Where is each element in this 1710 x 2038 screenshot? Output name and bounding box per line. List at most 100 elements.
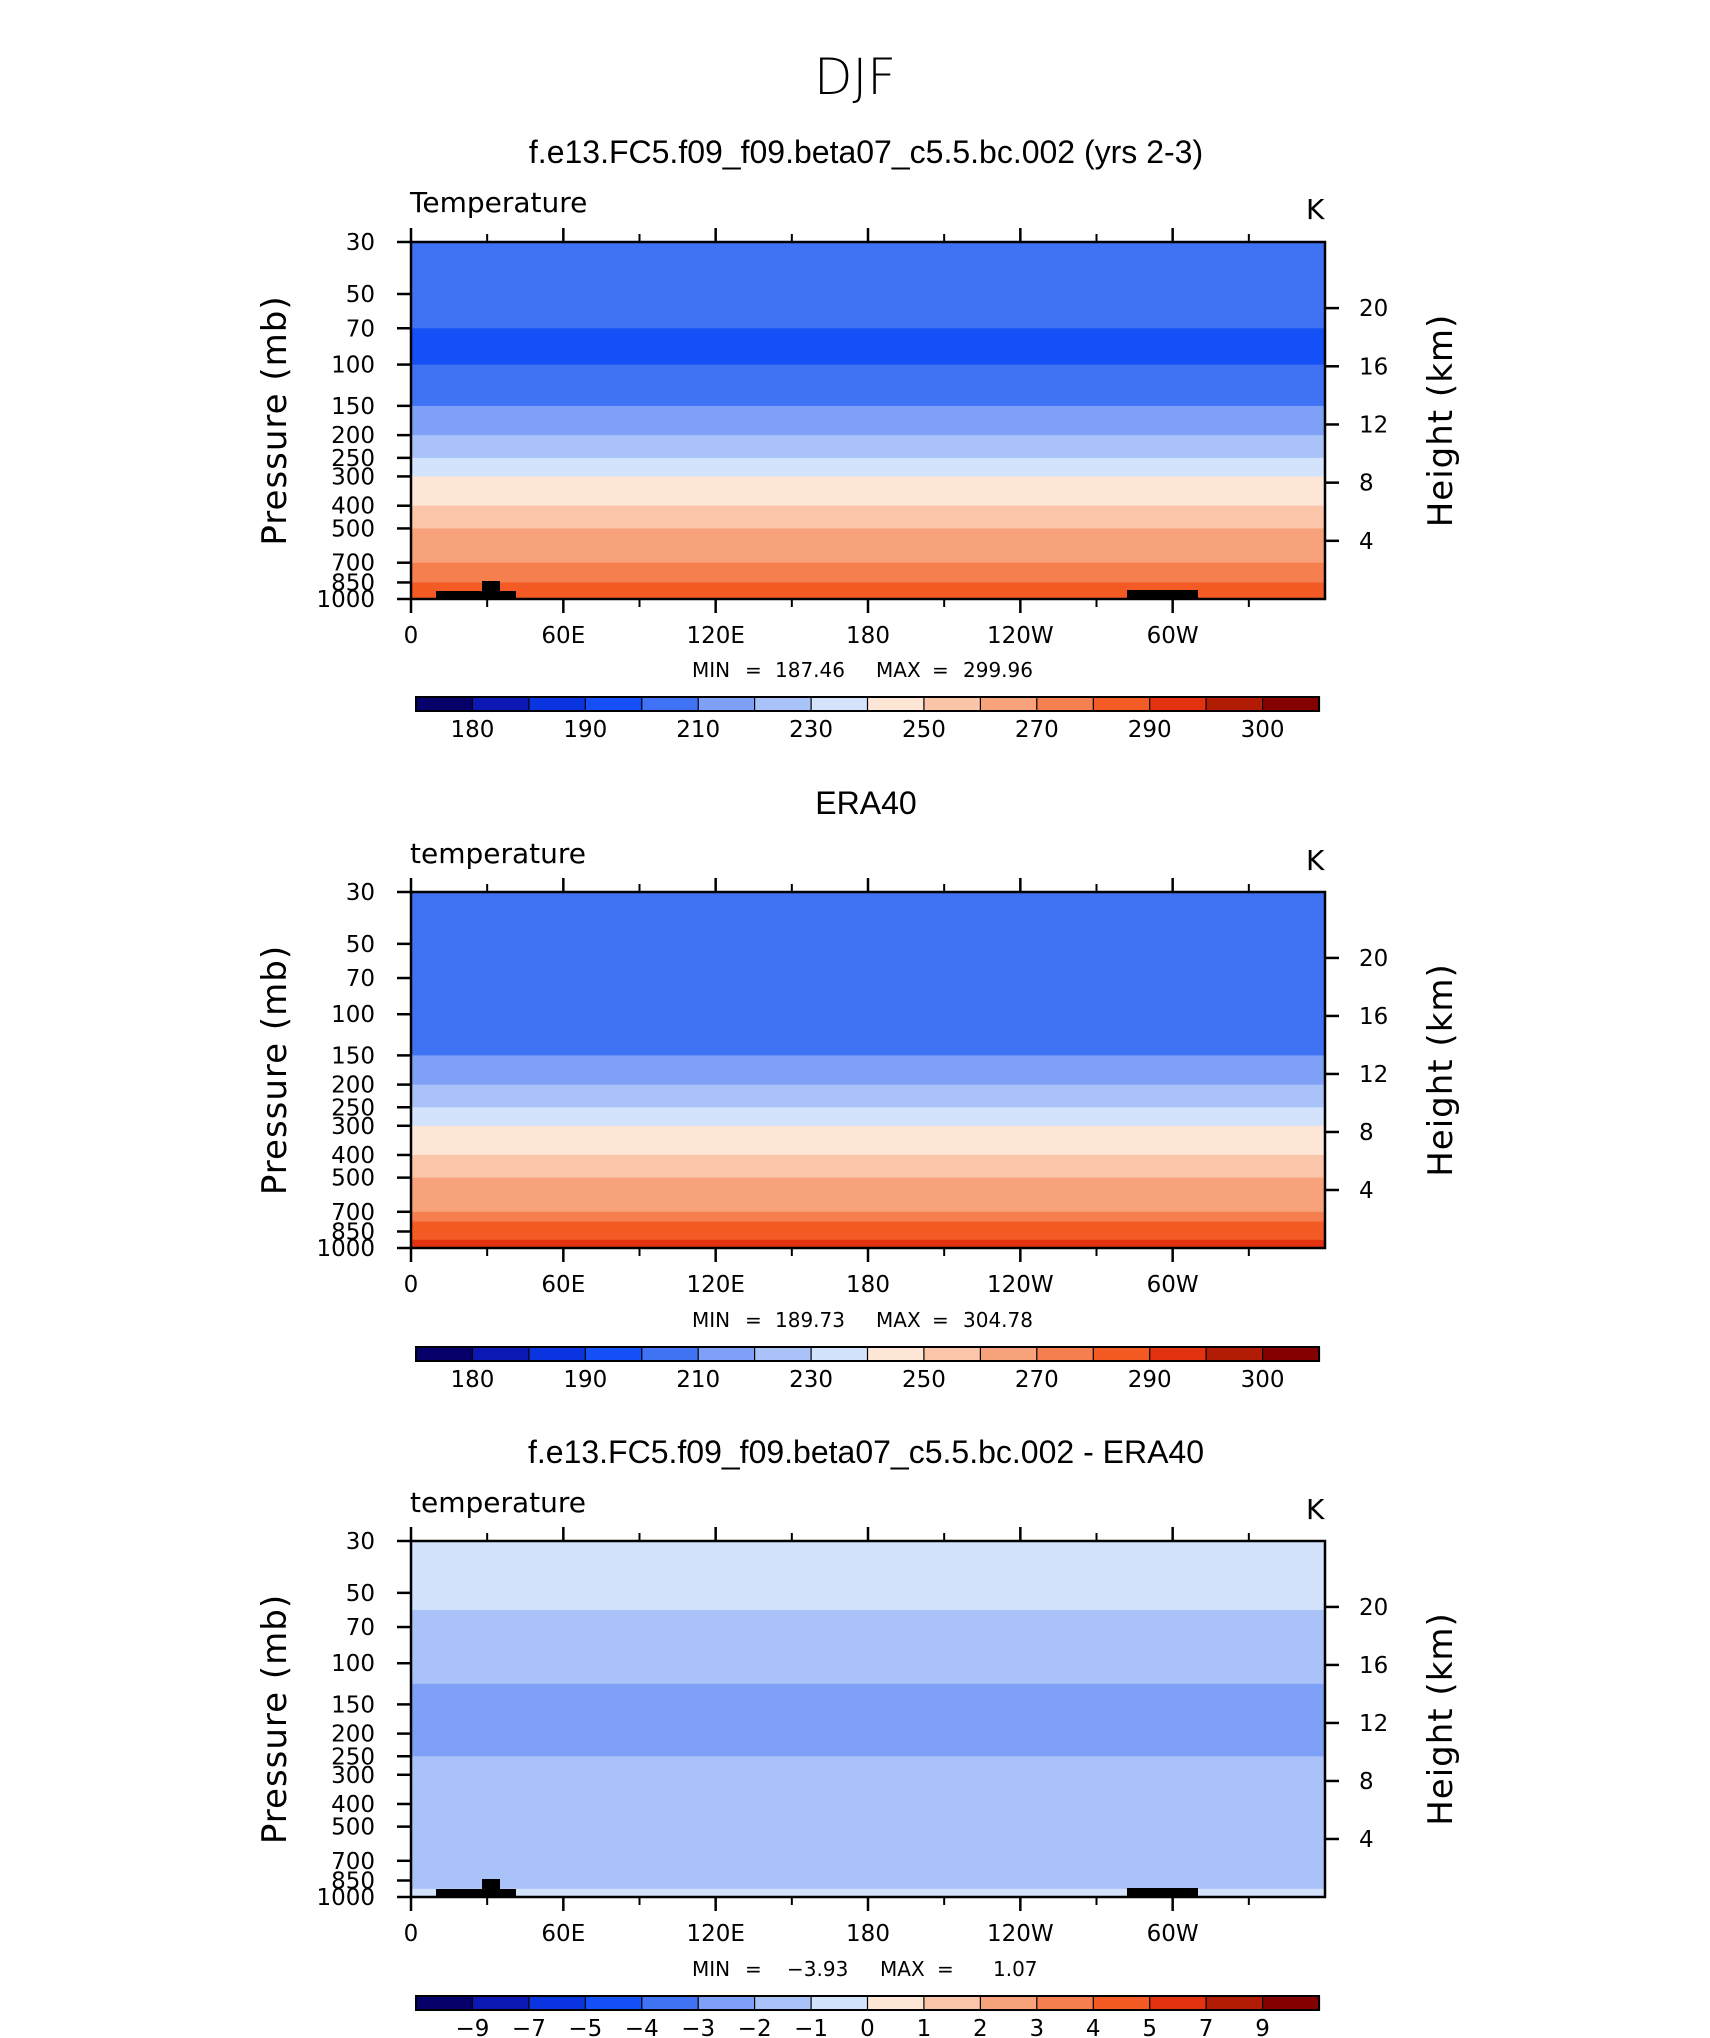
contour-band: [411, 491, 1325, 507]
y-tick-label: 300: [331, 1763, 375, 1789]
contour-band: [411, 1566, 1325, 1594]
y-right-tick-label: 16: [1359, 1004, 1388, 1030]
colorbar-label: −9: [455, 2016, 489, 2038]
panel-3-max-value: 1.07: [993, 1957, 1038, 1981]
y-right-axis-title: Height (km): [1421, 963, 1461, 1177]
panel-2-title: ERA40: [815, 785, 916, 821]
colorbar-swatch: [979, 1995, 1038, 2011]
x-tick-label: 120E: [686, 1921, 744, 1947]
panel-2-units: K: [1306, 844, 1325, 877]
contour-band: [411, 960, 1325, 979]
panel-3: f.e13.FC5.f09_f09.beta07_c5.5.bc.002 - E…: [255, 1434, 1461, 2038]
x-tick-label: 60W: [1147, 623, 1199, 649]
y-right-tick-label: 16: [1359, 354, 1388, 380]
y-right-tick-label: 4: [1359, 1178, 1374, 1204]
contour-band: [411, 517, 1325, 530]
contour-band: [411, 1645, 1325, 1664]
colorbar-label: 270: [1015, 1367, 1059, 1393]
colorbar-swatch: [528, 1346, 587, 1362]
colorbar-swatch: [810, 1346, 869, 1362]
contour-band: [411, 996, 1325, 1015]
panel-2: ERA40 temperature K 0 60E 120E 180 120W 60W 30…: [255, 785, 1461, 1393]
x-tick-label: 180: [846, 1272, 890, 1298]
colorbar-label: 250: [902, 1367, 946, 1393]
colorbar-swatch: [1036, 1346, 1095, 1362]
y-right-tick-label: 20: [1359, 1595, 1388, 1621]
contour-band: [411, 1194, 1325, 1213]
contour-band: [411, 1116, 1325, 1127]
contour-band: [411, 420, 1325, 436]
colorbar-swatch: [1149, 1995, 1208, 2011]
colorbar-swatch: [697, 1346, 756, 1362]
y-tick-label: 850: [331, 1869, 375, 1895]
colorbar-swatch: [1261, 696, 1321, 712]
x-tick-label: 120W: [987, 1921, 1054, 1947]
contour-band: [411, 1239, 1325, 1249]
contour-band: [411, 1843, 1325, 1862]
contour-band: [411, 1140, 1325, 1156]
panel-1-units: K: [1306, 193, 1325, 226]
y-tick-label: 300: [331, 464, 375, 490]
y-tick-label: 400: [331, 1792, 375, 1818]
y-tick-label: 150: [331, 1692, 375, 1718]
x-tick-label: 0: [404, 1921, 419, 1947]
colorbar-swatch: [1205, 1346, 1264, 1362]
y-tick-label: 250: [331, 1095, 375, 1121]
panel-2-colorbar: 180 190 210 230 250 270 290 300: [415, 1346, 1321, 1393]
panel-1: f.e13.FC5.f09_f09.beta07_c5.5.bc.002 (yr…: [255, 134, 1461, 743]
panel-3-max-eq: =: [937, 1957, 954, 1981]
colorbar-swatch: [471, 1995, 530, 2011]
y-tick-label: 70: [346, 966, 375, 992]
colorbar-swatch: [584, 1346, 643, 1362]
x-tick-label: 60E: [541, 1921, 585, 1947]
x-tick-label: 60W: [1147, 1272, 1199, 1298]
x-tick-label: 180: [846, 1921, 890, 1947]
contour-band: [411, 917, 1325, 945]
y-tick-label: 700: [331, 1849, 375, 1875]
y-tick-label: 850: [331, 570, 375, 596]
colorbar-label: 230: [789, 1367, 833, 1393]
panel-3-variable-label: temperature: [410, 1486, 586, 1519]
y-tick-label: 30: [346, 1529, 375, 1555]
colorbar-label: −5: [568, 2016, 602, 2038]
y-right-tick-label: 12: [1359, 1062, 1388, 1088]
colorbar-label: −2: [738, 2016, 772, 2038]
colorbar-swatch: [471, 1346, 530, 1362]
contour-band: [411, 1765, 1325, 1776]
colorbar-label: 210: [676, 1367, 720, 1393]
y-tick-label: 100: [331, 1651, 375, 1677]
colorbar-swatch: [1261, 1346, 1321, 1362]
colorbar-label: −4: [625, 2016, 659, 2038]
y-tick-label: 1000: [316, 1885, 375, 1911]
y-right-tick-label: 8: [1359, 1769, 1374, 1795]
panel-2-variable-label: temperature: [410, 837, 586, 870]
colorbar-swatch: [415, 696, 474, 712]
colorbar-label: 190: [563, 717, 607, 743]
colorbar-swatch: [528, 1995, 587, 2011]
terrain-mask: [482, 581, 500, 599]
colorbar-swatch: [641, 1346, 700, 1362]
y-tick-label: 70: [346, 316, 375, 342]
y-tick-label: 50: [346, 932, 375, 958]
contour-band: [411, 545, 1325, 564]
contour-band: [411, 1789, 1325, 1805]
contour-band: [411, 1888, 1325, 1898]
contour-band: [411, 1166, 1325, 1179]
panel-1-min-label: MIN: [692, 658, 730, 682]
contour-band: [411, 385, 1325, 407]
panel-1-min-eq: =: [745, 658, 762, 682]
y-tick-label: 150: [331, 394, 375, 420]
panel-1-max-label: MAX: [876, 658, 921, 682]
y-tick-label: 200: [331, 1073, 375, 1099]
panel-3-min-value: −3.93: [787, 1957, 848, 1981]
colorbar-label: 290: [1128, 717, 1172, 743]
colorbar-label: −1: [794, 2016, 828, 2038]
y-tick-label: 30: [346, 880, 375, 906]
y-tick-label: 50: [346, 1581, 375, 1607]
colorbar-frame: [415, 1346, 1320, 1362]
y-tick-label: 50: [346, 282, 375, 308]
colorbar-swatch: [1036, 1995, 1095, 2011]
contour-band: [411, 1070, 1325, 1086]
y-tick-label: 200: [331, 1722, 375, 1748]
